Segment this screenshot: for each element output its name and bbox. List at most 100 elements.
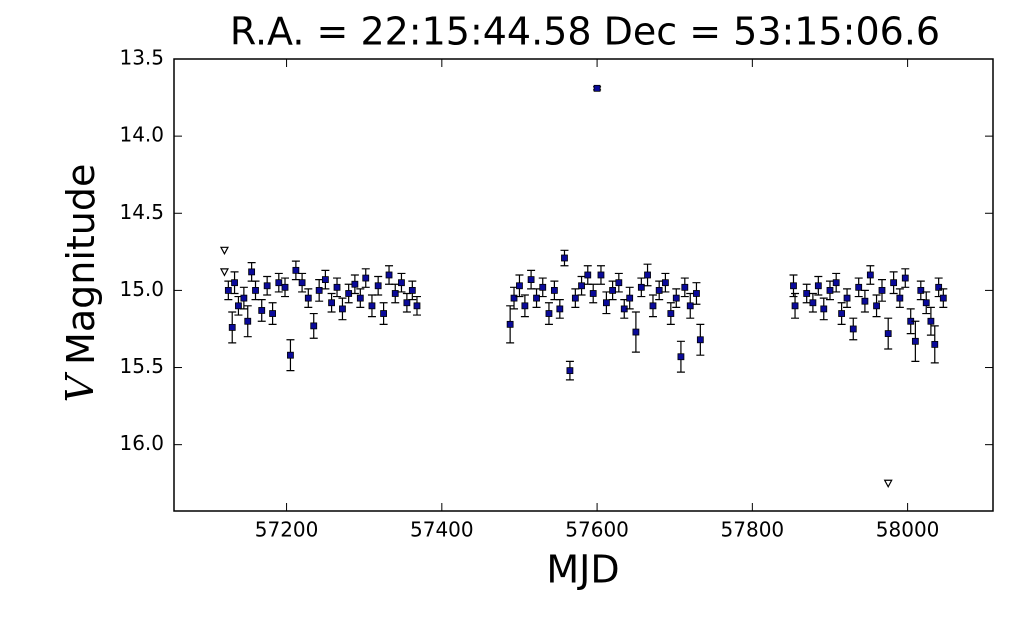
- data-point: [826, 286, 834, 294]
- data-point: [861, 297, 869, 305]
- data-point: [686, 302, 694, 310]
- data-point: [672, 294, 680, 302]
- data-point: [896, 294, 904, 302]
- upper-limit-marker: [883, 479, 893, 488]
- data-point: [655, 286, 663, 294]
- y-tick-label: 13.5: [119, 46, 164, 70]
- data-point: [516, 282, 523, 290]
- data-point: [539, 283, 547, 291]
- data-point: [310, 322, 318, 330]
- y-tick-label: 15.0: [119, 277, 164, 301]
- data-point: [637, 283, 645, 291]
- data-point: [269, 310, 276, 317]
- data-point: [681, 283, 689, 291]
- data-point: [533, 294, 540, 302]
- data-point: [556, 305, 564, 313]
- y-axis-variable: V: [58, 371, 102, 402]
- data-point: [248, 268, 256, 276]
- data-point: [667, 310, 675, 317]
- data-point: [662, 279, 669, 287]
- data-point: [235, 302, 242, 310]
- data-point: [927, 317, 935, 325]
- upper-limit-marker: [219, 268, 229, 277]
- x-tick-label: 58000: [876, 518, 940, 542]
- data-point: [843, 294, 851, 302]
- data-point: [603, 299, 610, 307]
- data-point: [391, 290, 399, 297]
- data-point: [281, 283, 289, 291]
- data-point: [609, 286, 617, 294]
- data-point: [339, 305, 346, 313]
- y-axis-unit: Magnitude: [59, 164, 103, 365]
- data-point: [917, 286, 925, 294]
- data-point: [626, 294, 634, 302]
- data-point: [615, 279, 623, 287]
- x-tick-label: 57400: [410, 518, 474, 542]
- data-point: [521, 302, 529, 310]
- data-point: [292, 266, 300, 274]
- data-point: [890, 279, 898, 287]
- data-point: [649, 302, 657, 310]
- data-point: [228, 324, 236, 331]
- data-point: [321, 276, 329, 284]
- data-point: [374, 282, 382, 290]
- data-point: [571, 294, 579, 302]
- data-point: [693, 290, 700, 297]
- data-point: [315, 286, 323, 294]
- data-point: [413, 302, 421, 310]
- x-tick-label: 57800: [721, 518, 785, 542]
- data-point: [545, 310, 553, 317]
- data-point: [506, 320, 514, 328]
- data-point: [677, 353, 685, 361]
- data-point: [584, 271, 592, 279]
- data-point: [258, 307, 266, 314]
- data-point: [356, 294, 364, 302]
- data-point: [566, 367, 574, 375]
- data-point: [884, 330, 892, 337]
- data-point: [224, 286, 232, 294]
- data-point: [855, 283, 863, 291]
- data-point: [328, 299, 335, 307]
- data-point: [408, 286, 416, 294]
- data-point: [368, 302, 376, 310]
- data-point: [333, 283, 341, 291]
- data-point: [873, 302, 880, 310]
- data-point: [240, 294, 248, 302]
- data-point: [901, 274, 909, 282]
- data-point: [287, 351, 294, 359]
- data-point: [304, 294, 312, 302]
- data-point: [644, 271, 651, 279]
- data-point: [790, 282, 797, 290]
- data-point: [231, 279, 238, 287]
- upper-limit-marker: [219, 246, 229, 256]
- data-point: [385, 271, 393, 279]
- data-point: [298, 279, 306, 287]
- y-tick-label: 14.0: [119, 123, 164, 147]
- data-point: [362, 274, 370, 282]
- data-point: [351, 280, 359, 288]
- data-point: [510, 294, 518, 302]
- y-axis-label: V Magnitude: [58, 164, 103, 403]
- data-point: [244, 317, 252, 325]
- data-point: [820, 305, 828, 313]
- data-point: [550, 286, 558, 294]
- data-point: [878, 286, 886, 294]
- data-point: [696, 336, 704, 344]
- data-point: [791, 302, 799, 310]
- data-point: [578, 282, 585, 290]
- data-point: [589, 290, 597, 297]
- data-point: [398, 279, 405, 287]
- data-point: [403, 299, 411, 307]
- data-point: [814, 282, 822, 290]
- data-point: [593, 84, 601, 92]
- data-point: [922, 299, 930, 307]
- data-point: [275, 279, 283, 287]
- x-tick-label: 57200: [255, 518, 319, 542]
- data-point: [832, 279, 840, 287]
- data-point: [935, 283, 943, 291]
- x-tick-label: 57600: [565, 518, 629, 542]
- data-point: [632, 328, 640, 336]
- data-point: [809, 299, 817, 307]
- data-point: [849, 325, 857, 333]
